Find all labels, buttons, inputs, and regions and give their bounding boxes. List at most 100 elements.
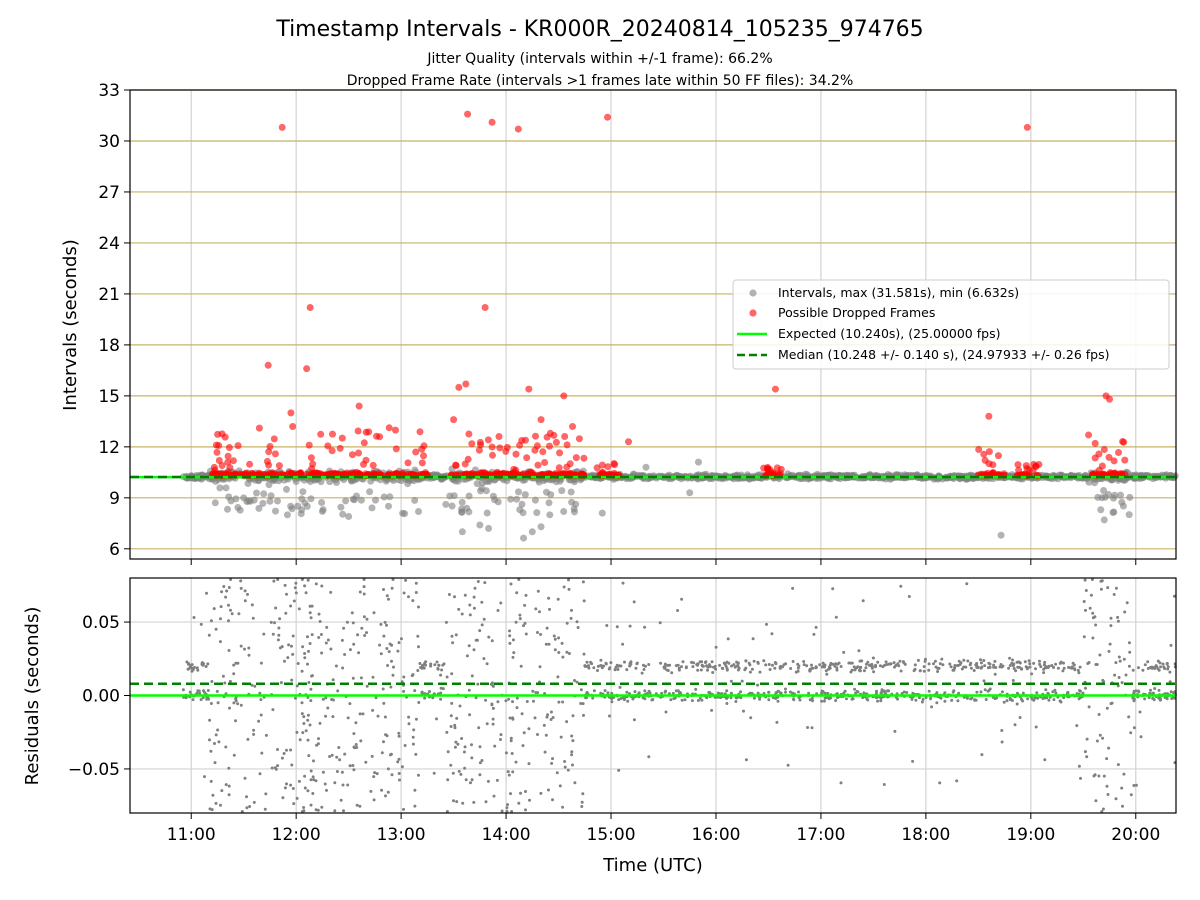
dropped-frame-point	[495, 470, 503, 478]
dropped-frame-point	[1091, 439, 1099, 447]
residual-point	[1117, 655, 1121, 659]
residual-point	[856, 665, 860, 669]
residual-point	[580, 800, 584, 804]
residual-point	[504, 751, 508, 755]
residual-point	[187, 662, 190, 666]
residual-point	[547, 596, 551, 600]
residual-point	[411, 742, 415, 746]
residual-point	[882, 689, 886, 693]
residual-point	[220, 590, 224, 594]
dropped-frame-point	[307, 454, 315, 462]
residual-point	[756, 661, 760, 665]
intervals-y-tick-label: 18	[98, 336, 120, 356]
dropped-frame-outlier-point	[1106, 395, 1114, 403]
dropped-frame-outlier-point	[355, 402, 363, 410]
residual-point	[227, 619, 230, 623]
residual-point	[346, 783, 350, 787]
residual-point	[414, 717, 418, 721]
residual-point	[472, 595, 476, 599]
residual-point	[258, 772, 262, 776]
residual-point	[414, 752, 418, 756]
residual-point	[365, 617, 369, 621]
residual-point	[887, 689, 891, 693]
residual-point	[329, 647, 333, 651]
interval-outlier-point	[240, 494, 248, 502]
interval-point	[543, 488, 550, 496]
interval-point	[357, 496, 365, 504]
dropped-frame-point	[522, 436, 529, 444]
residual-point	[508, 634, 512, 638]
dropped-frame-point	[336, 444, 344, 452]
dropped-frame-point	[416, 428, 424, 436]
residual-point	[397, 731, 401, 735]
residual-point	[1000, 690, 1004, 694]
interval-point	[216, 484, 224, 492]
residual-point	[976, 665, 980, 669]
residual-point	[191, 698, 195, 702]
residual-point	[385, 623, 388, 627]
residual-point	[192, 616, 196, 619]
residual-point	[560, 641, 564, 645]
residual-point	[223, 681, 227, 685]
residual-point	[490, 702, 494, 706]
residual-point	[902, 690, 906, 694]
residual-point	[807, 691, 811, 695]
dropped-frame-point	[512, 450, 520, 458]
residual-point	[940, 657, 944, 661]
residual-point	[248, 805, 252, 808]
residual-point	[938, 662, 942, 666]
residual-point	[587, 664, 591, 668]
residual-point	[696, 668, 700, 672]
residual-point	[1106, 793, 1110, 796]
residual-point	[897, 664, 901, 668]
residual-point	[333, 809, 337, 813]
residual-point	[388, 753, 392, 757]
dropped-frame-point	[412, 448, 420, 456]
residual-point	[371, 708, 375, 712]
residual-point	[319, 633, 323, 636]
residual-point	[1136, 689, 1140, 693]
interval-point	[560, 508, 568, 515]
dropped-frame-outlier-point	[464, 110, 472, 118]
residual-point	[477, 726, 481, 730]
residual-point	[923, 659, 927, 663]
residual-point	[309, 699, 313, 703]
residual-point	[509, 582, 513, 586]
residual-point	[1116, 619, 1120, 623]
residual-point	[695, 663, 699, 666]
residual-point	[1132, 699, 1136, 703]
residual-point	[363, 634, 367, 637]
residual-point	[1076, 668, 1080, 672]
residual-point	[320, 584, 324, 588]
residual-point	[1084, 608, 1087, 612]
residual-point	[277, 626, 281, 630]
dropped-frame-point	[488, 443, 496, 451]
residual-point	[747, 661, 751, 665]
residual-point	[467, 644, 471, 648]
dropped-frame-point	[271, 450, 279, 458]
residual-point	[878, 664, 882, 668]
residual-point	[309, 687, 313, 691]
residual-point	[1116, 763, 1120, 767]
residual-point	[580, 805, 584, 808]
interval-point	[1111, 491, 1119, 499]
residual-point	[465, 654, 469, 658]
residual-point	[292, 802, 296, 806]
residual-point	[191, 668, 195, 672]
x-tick-label: 19:00	[1006, 825, 1055, 845]
residual-point	[669, 698, 673, 702]
residual-point	[390, 659, 393, 663]
residual-point	[264, 733, 268, 737]
residual-point	[567, 652, 571, 655]
residual-point	[234, 699, 238, 703]
residual-point	[582, 652, 586, 656]
residual-point	[310, 633, 314, 637]
residual-point	[311, 792, 315, 795]
residual-point	[280, 645, 284, 649]
residual-point	[505, 806, 509, 810]
residual-point	[1085, 737, 1089, 741]
residual-point	[517, 578, 521, 581]
residual-point	[245, 795, 248, 799]
residual-point	[643, 625, 647, 629]
residual-point	[583, 664, 587, 668]
